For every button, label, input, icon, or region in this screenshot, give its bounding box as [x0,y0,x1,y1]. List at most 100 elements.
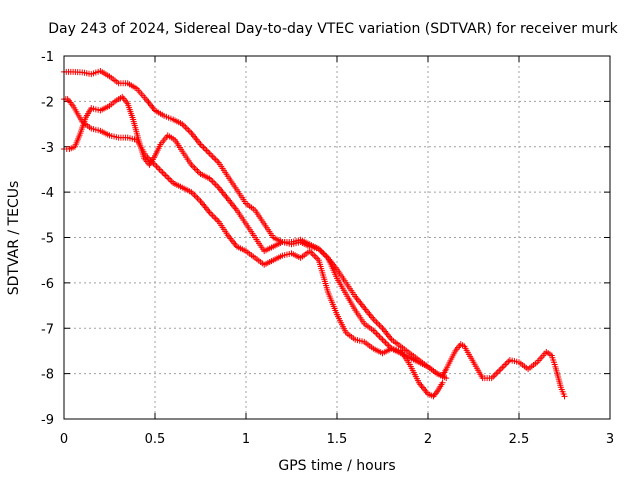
data-point [209,212,216,219]
data-point [490,373,497,380]
data-point [185,127,192,134]
data-point [377,335,384,342]
data-point [203,147,210,154]
data-point [158,167,165,174]
data-point [373,330,380,337]
data-point [376,333,383,340]
data-point [491,372,498,379]
y-tick-label: -3 [41,141,54,156]
data-point [499,364,506,371]
data-point [191,164,198,171]
data-point [165,175,172,182]
data-point [212,156,219,163]
plot-frame [63,55,611,420]
x-tick-labels: 0 0.5 1 1.5 2 2.5 3 [60,432,614,447]
data-point [377,323,384,330]
data-point [156,166,163,173]
data-point [384,341,391,348]
chart-title: Day 243 of 2024, Sidereal Day-to-day VTE… [48,21,618,37]
data-point [211,214,218,221]
data-point [195,196,202,203]
grid-lines [64,56,610,419]
series-track-3 [61,93,450,382]
data-point [200,144,207,151]
data-point [376,322,383,329]
data-point [209,153,216,160]
data-point [381,338,388,345]
x-tick-label: 0.5 [145,432,166,447]
data-point [439,379,446,386]
data-point [192,193,199,200]
data-point [208,211,215,218]
data-point [182,124,189,131]
data-point [503,360,510,367]
x-tick-label: 2.5 [509,432,530,447]
data-point [308,249,315,256]
data-point [155,164,162,171]
series-track-2 [61,96,446,400]
data-point [205,149,212,156]
x-tick-label: 1.5 [327,432,348,447]
data-point [212,215,219,222]
data-point [214,158,221,165]
data-point [496,367,503,374]
data-point [494,369,501,376]
data-point [209,178,216,185]
data-point [153,163,160,170]
data-point [194,167,201,174]
data-point [214,217,221,224]
y-tick-label: -7 [41,322,54,337]
data-point [371,317,378,324]
data-point [379,336,386,343]
data-point [385,342,392,349]
data-point [321,251,328,258]
data-series [61,67,568,400]
data-point [312,254,319,261]
data-point [189,163,196,170]
data-point [191,192,198,199]
y-tick-label: -1 [41,50,54,65]
data-point [493,370,500,377]
data-point [500,363,507,370]
data-point [211,180,218,187]
y-tick-labels: -9 -8 -7 -6 -5 -4 -3 -2 -1 [41,50,54,428]
y-tick-label: -5 [41,232,54,247]
data-point [497,366,504,373]
data-point [212,181,219,188]
data-point [371,329,378,336]
data-point [214,183,221,190]
data-point [206,150,213,157]
data-point [311,252,318,259]
y-tick-label: -4 [41,186,54,201]
y-tick-label: -8 [41,368,54,383]
x-tick-label: 0 [60,432,68,447]
data-point [320,250,327,257]
x-tick-label: 2 [424,432,432,447]
data-point [505,358,512,365]
data-point [194,195,201,202]
data-point [382,339,389,346]
data-point [161,170,168,177]
data-point [208,152,215,159]
data-point [374,320,381,327]
data-point [199,142,206,149]
y-axis-label: SDTVAR / TECUs [6,181,22,296]
data-point [192,166,199,173]
data-point [211,155,218,162]
data-point [502,361,509,368]
data-point [162,172,169,179]
data-point [167,177,174,184]
data-point [561,393,568,400]
x-tick-label: 3 [606,432,614,447]
data-point [443,375,450,382]
series-track-1 [61,67,568,400]
data-point [159,169,166,176]
y-tick-label: -2 [41,95,54,110]
y-tick-label: -6 [41,277,54,292]
data-point [373,319,380,326]
x-axis-label: GPS time / hours [278,458,395,474]
data-point [202,146,209,153]
data-point [183,125,190,132]
y-tick-label: -9 [41,413,54,428]
